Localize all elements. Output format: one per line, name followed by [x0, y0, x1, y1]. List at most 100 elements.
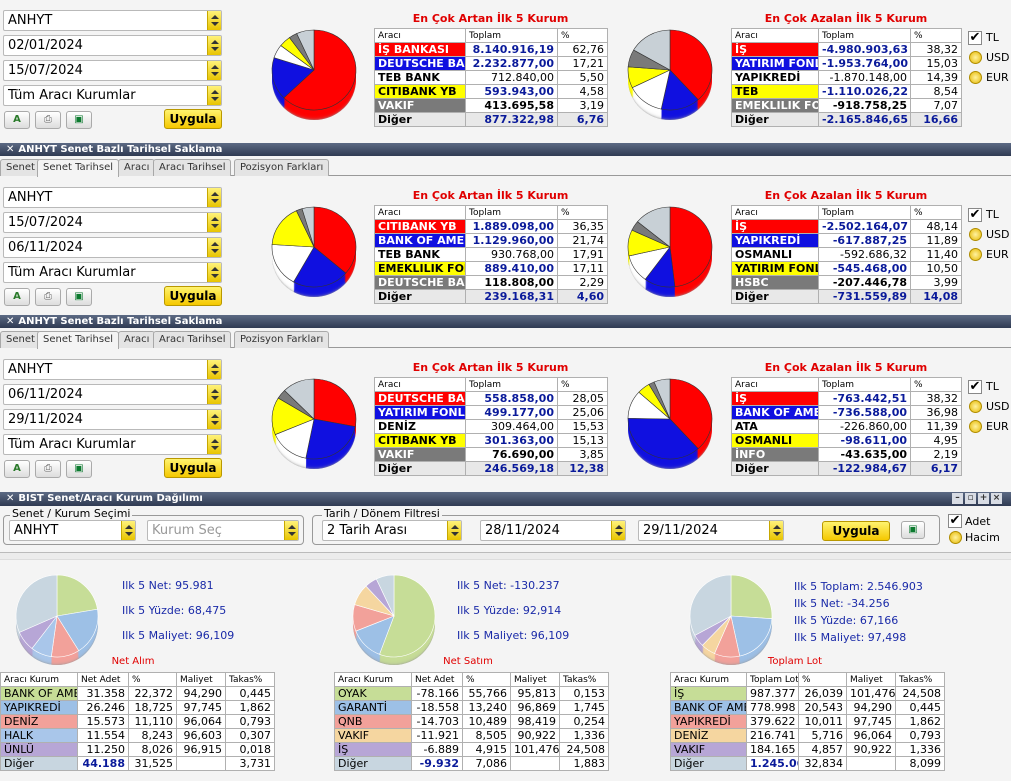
adet-checkbox[interactable]: ✔ — [948, 513, 962, 528]
broker-select[interactable]: Tüm Aracı Kurumlar — [3, 85, 222, 106]
chevron-updown-icon[interactable] — [207, 61, 221, 80]
table-row[interactable]: VAKIF -11.921 8,505 90,922 1,336 — [334, 728, 609, 743]
window-restore-icon[interactable]: ▫ — [965, 493, 976, 504]
other-row[interactable]: Diğer 239.168,31 4,60 — [374, 289, 608, 304]
tab-5[interactable]: Pozisyon Farkları — [234, 331, 330, 348]
other-row[interactable]: Diğer 877.322,98 6,76 — [374, 112, 608, 127]
print-icon[interactable]: ⎙ — [35, 460, 61, 478]
chevron-updown-icon[interactable] — [207, 410, 221, 429]
usd-radio[interactable] — [969, 400, 982, 413]
from-date-input[interactable]: 28/11/2024 — [480, 520, 626, 541]
table-row[interactable]: İNFO -43.635,00 2,19 — [731, 447, 962, 462]
close-icon[interactable]: ✕ — [6, 493, 15, 504]
close-icon[interactable]: ✕ — [6, 316, 15, 327]
table-row[interactable]: VAKIF 184.165 4,857 90,922 1,336 — [670, 742, 945, 757]
chevron-updown-icon[interactable] — [121, 521, 135, 540]
window-max-icon[interactable]: + — [978, 493, 989, 504]
broker-select[interactable]: Tüm Aracı Kurumlar — [3, 434, 222, 455]
table-row[interactable]: BANK OF AME 31.358 22,372 94,290 0,445 — [0, 686, 275, 701]
font-icon[interactable]: A — [4, 111, 30, 129]
chevron-updown-icon[interactable] — [207, 238, 221, 257]
uygula-button[interactable]: Uygula — [164, 286, 222, 306]
broker-search-select[interactable]: Kurum Seç — [147, 520, 299, 541]
to-date-input[interactable]: 29/11/2024 — [638, 520, 784, 541]
start-date-input[interactable]: 02/01/2024 — [3, 35, 222, 56]
excel-icon[interactable]: ▣ — [66, 111, 92, 129]
hacim-radio[interactable] — [949, 531, 962, 544]
font-icon[interactable]: A — [4, 288, 30, 306]
bottom-uygula-button[interactable]: Uygula — [822, 521, 890, 541]
uygula-button[interactable]: Uygula — [164, 109, 222, 129]
end-date-input[interactable]: 29/11/2024 — [3, 409, 222, 430]
chevron-updown-icon[interactable] — [207, 360, 221, 379]
chevron-updown-icon[interactable] — [611, 521, 625, 540]
eur-radio[interactable] — [969, 420, 982, 433]
other-row[interactable]: Diğer 44.188 31,525 3,731 — [0, 756, 275, 771]
chevron-updown-icon[interactable] — [207, 213, 221, 232]
chevron-updown-icon[interactable] — [769, 521, 783, 540]
tab-2[interactable]: Senet Tarihsel — [37, 159, 120, 177]
table-row[interactable]: DEUTSCHE BAN 2.232.877,00 17,21 — [374, 56, 608, 71]
table-row[interactable]: ATA -226.860,00 11,39 — [731, 419, 962, 434]
tl-checkbox[interactable]: ✔ — [968, 379, 982, 394]
table-row[interactable]: CITIBANK YB 1.889.098,00 36,35 — [374, 219, 608, 234]
table-row[interactable]: İŞ -2.502.164,07 48,14 — [731, 219, 962, 234]
tab-1[interactable]: Senet — [0, 159, 41, 176]
tab-4[interactable]: Aracı Tarihsel — [153, 331, 232, 348]
tl-checkbox[interactable]: ✔ — [968, 30, 982, 45]
table-row[interactable]: İŞ BANKASI 8.140.916,19 62,76 — [374, 42, 608, 57]
other-row[interactable]: Diğer -731.559,89 14,08 — [731, 289, 962, 304]
print-icon[interactable]: ⎙ — [35, 111, 61, 129]
chevron-updown-icon[interactable] — [207, 86, 221, 105]
eur-radio[interactable] — [969, 248, 982, 261]
end-date-input[interactable]: 06/11/2024 — [3, 237, 222, 258]
table-row[interactable]: YAPIKREDİ 379.622 10,011 97,745 1,862 — [670, 714, 945, 729]
table-row[interactable]: OSMANLI -592.686,32 11,40 — [731, 247, 962, 262]
start-date-input[interactable]: 15/07/2024 — [3, 212, 222, 233]
table-row[interactable]: ÜNLÜ 11.250 8,026 96,915 0,018 — [0, 742, 275, 757]
excel-icon[interactable]: ▣ — [901, 521, 925, 539]
uygula-button[interactable]: Uygula — [164, 458, 222, 478]
table-row[interactable]: DEUTSCHE BAN 118.808,00 2,29 — [374, 275, 608, 290]
table-row[interactable]: GARANTİ -18.558 13,240 96,869 1,745 — [334, 700, 609, 715]
other-row[interactable]: Diğer -122.984,67 6,17 — [731, 461, 962, 476]
start-date-input[interactable]: 06/11/2024 — [3, 384, 222, 405]
usd-radio[interactable] — [969, 228, 982, 241]
table-row[interactable]: DENİZ 216.741 5,716 96,064 0,793 — [670, 728, 945, 743]
table-row[interactable]: CITIBANK YB 593.943,00 4,58 — [374, 84, 608, 99]
chevron-updown-icon[interactable] — [207, 263, 221, 282]
print-icon[interactable]: ⎙ — [35, 288, 61, 306]
table-row[interactable]: EMEKLILIK FON 889.410,00 17,11 — [374, 261, 608, 276]
tab-3[interactable]: Aracı — [118, 159, 156, 176]
table-row[interactable]: QNB -14.703 10,489 98,419 0,254 — [334, 714, 609, 729]
tab-3[interactable]: Aracı — [118, 331, 156, 348]
chevron-updown-icon[interactable] — [284, 521, 298, 540]
table-row[interactable]: TEB BANK 712.840,00 5,50 — [374, 70, 608, 85]
table-row[interactable]: VAKIF 76.690,00 3,85 — [374, 447, 608, 462]
font-icon[interactable]: A — [4, 460, 30, 478]
table-row[interactable]: DEUTSCHE BAN 558.858,00 28,05 — [374, 391, 608, 406]
tl-checkbox[interactable]: ✔ — [968, 207, 982, 222]
end-date-input[interactable]: 15/07/2024 — [3, 60, 222, 81]
table-row[interactable]: İŞ -6.889 4,915 101,476 24,508 — [334, 742, 609, 757]
table-row[interactable]: TEB -1.110.026,22 8,54 — [731, 84, 962, 99]
usd-radio[interactable] — [969, 51, 982, 64]
window-min-icon[interactable]: – — [952, 493, 963, 504]
chevron-updown-icon[interactable] — [207, 36, 221, 55]
table-row[interactable]: HALK 11.554 8,243 96,603 0,307 — [0, 728, 275, 743]
table-row[interactable]: OSMANLI -98.611,00 4,95 — [731, 433, 962, 448]
table-row[interactable]: CITIBANK YB 301.363,00 15,13 — [374, 433, 608, 448]
table-row[interactable]: VAKIF 413.695,58 3,19 — [374, 98, 608, 113]
chevron-updown-icon[interactable] — [207, 11, 221, 30]
table-row[interactable]: DENİZ 15.573 11,110 96,064 0,793 — [0, 714, 275, 729]
window-close-icon[interactable]: × — [991, 493, 1002, 504]
tab-5[interactable]: Pozisyon Farkları — [234, 159, 330, 176]
tab-2[interactable]: Senet Tarihsel — [37, 331, 120, 349]
period-select[interactable]: 2 Tarih Arası — [322, 520, 462, 541]
close-icon[interactable]: ✕ — [6, 144, 15, 155]
table-row[interactable]: YAPIKREDİ 26.246 18,725 97,745 1,862 — [0, 700, 275, 715]
chevron-updown-icon[interactable] — [207, 188, 221, 207]
symbol-select[interactable]: ANHYT — [3, 10, 222, 31]
